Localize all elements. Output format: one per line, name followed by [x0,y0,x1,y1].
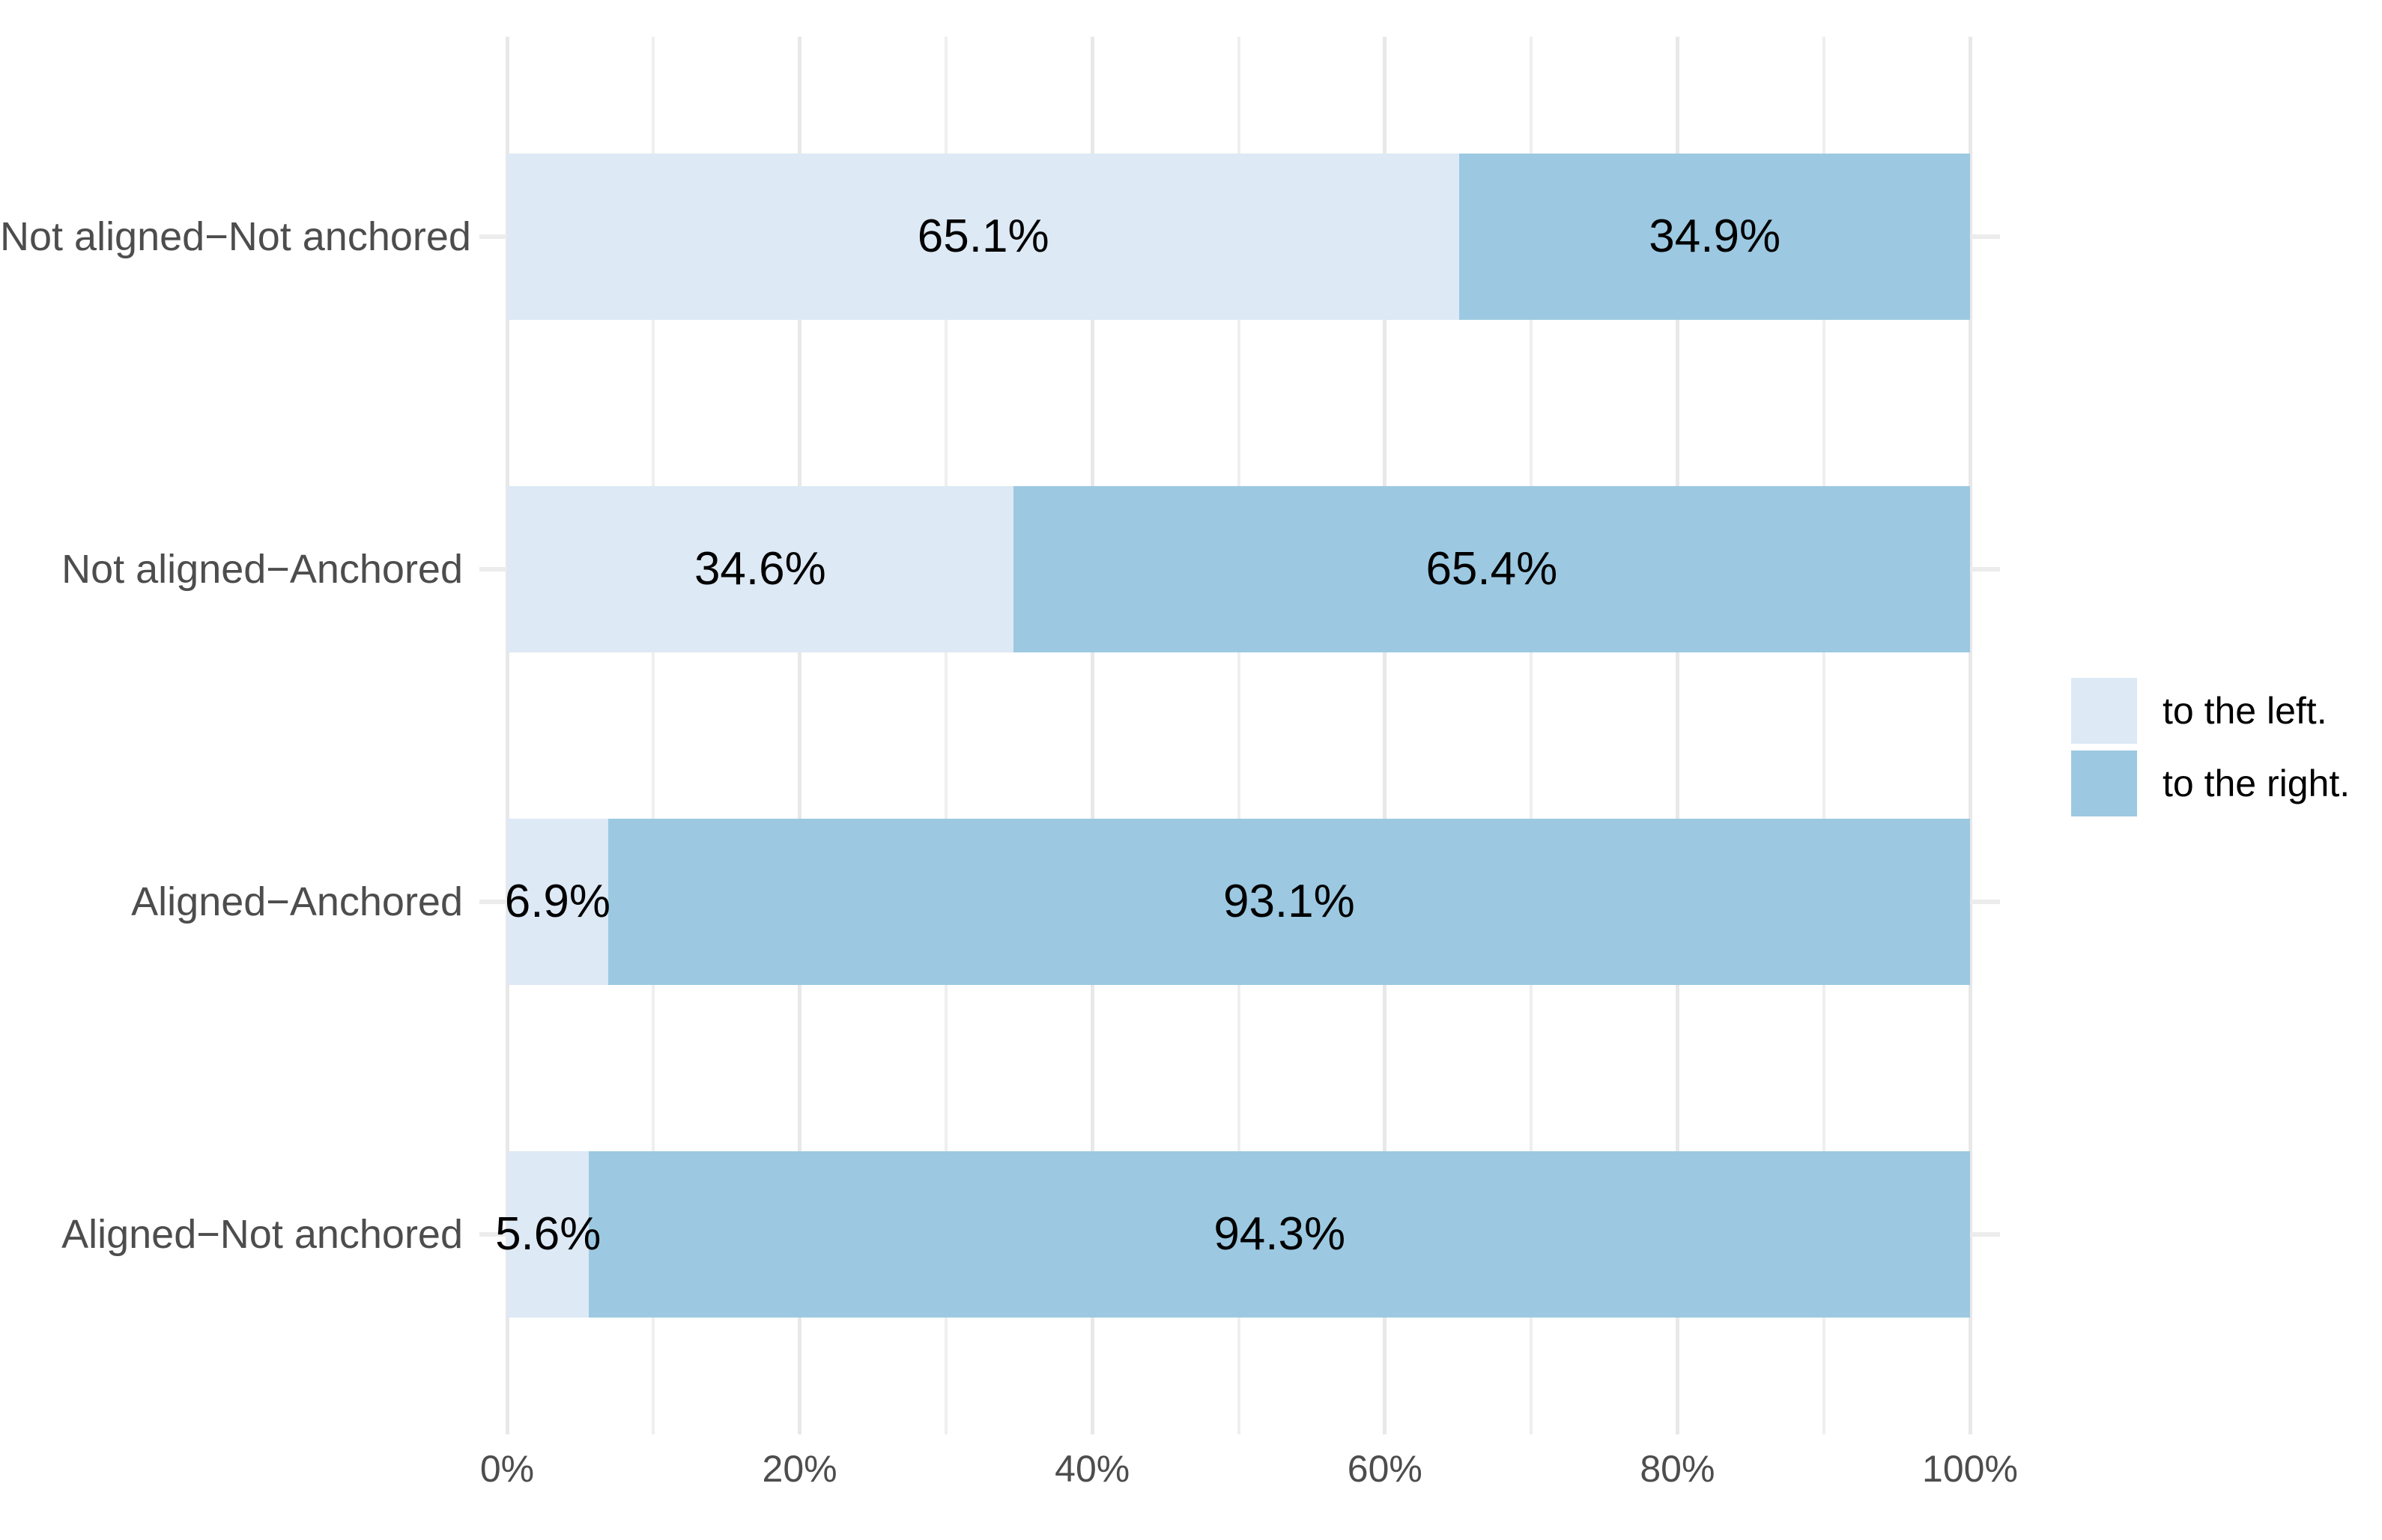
category-label: Aligned−Not anchored [61,1211,463,1257]
x-tick-label: 40% [1055,1448,1130,1490]
bar-segment-right [1013,486,1970,652]
bar-row [507,154,1970,320]
bar-segment-left [507,154,1460,320]
category-label: Not aligned−Not anchored [0,213,471,259]
gridline-x-minor [1237,37,1240,1434]
bar-segment-left [507,1151,590,1318]
gridline-x-minor [652,37,655,1434]
legend-item: to the left. [2071,678,2350,744]
gridline-x-major [1968,37,1972,1434]
bar-value-label: 65.1% [917,210,1049,262]
x-tick-label: 20% [762,1448,837,1490]
legend: to the left. to the right. [2071,678,2350,823]
legend-swatch-right [2071,751,2137,816]
bar-value-label: 34.9% [1649,210,1781,262]
gridline-x-major [1090,37,1094,1434]
legend-label: to the left. [2163,690,2327,732]
bar-segment-left [507,486,1013,652]
x-tick-label: 60% [1347,1448,1422,1490]
bar-segment-right [607,819,1970,985]
bar-row [507,819,1970,985]
legend-item: to the right. [2071,751,2350,816]
x-tick-label: 100% [1922,1448,2018,1490]
bar-value-label: 65.4% [1425,543,1558,595]
bar-row [507,1151,1970,1318]
bar-value-label: 94.3% [1213,1208,1346,1260]
gridline-x-minor [944,37,948,1434]
bar-segment-right [1459,154,1970,320]
gridline-x-major [1675,37,1679,1434]
gridline-x-major [1383,37,1387,1434]
legend-swatch-left [2071,678,2137,744]
bar-value-label: 5.6% [495,1208,601,1260]
x-tick-label: 0% [479,1448,535,1490]
bar-value-label: 34.6% [694,543,826,595]
category-label: Not aligned−Anchored [61,546,463,592]
legend-label: to the right. [2163,763,2351,804]
gridline-x-major [798,37,802,1434]
category-label: Aligned−Anchored [131,879,463,924]
bar-segment-right [589,1151,1970,1318]
gridline-x-major [505,37,509,1434]
bar-segment-left [507,819,608,985]
bar-value-label: 6.9% [504,876,611,927]
gridline-x-minor [1822,37,1825,1434]
bar-row [507,486,1970,652]
bar-value-label: 93.1% [1222,876,1355,927]
gridline-x-minor [1530,37,1533,1434]
x-tick-label: 80% [1640,1448,1715,1490]
